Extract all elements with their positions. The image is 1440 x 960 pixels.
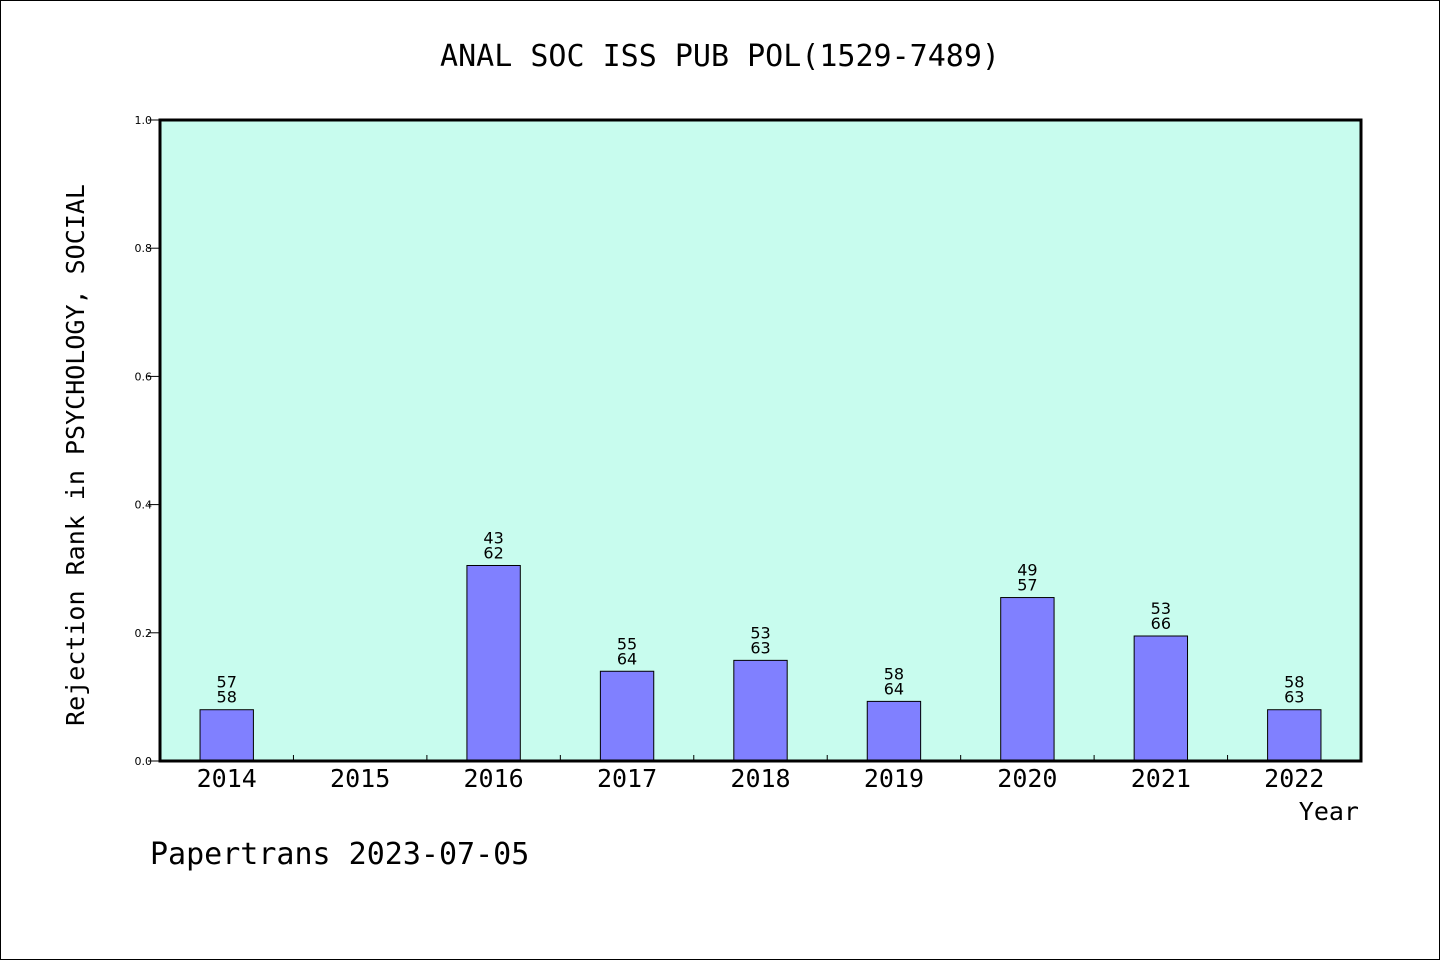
bar-label-top: 53 xyxy=(1151,599,1171,618)
x-tick-label: 2019 xyxy=(864,764,924,793)
x-tick-label: 2014 xyxy=(197,764,257,793)
x-tick-label: 2020 xyxy=(997,764,1057,793)
bar-label-bottom: 63 xyxy=(750,638,770,657)
y-axis-label: Rejection Rank in PSYCHOLOGY, SOCIAL xyxy=(61,184,90,726)
bar-label-bottom: 64 xyxy=(884,679,904,698)
bar-label-top: 55 xyxy=(617,634,637,653)
bar xyxy=(199,709,254,762)
x-tick-label: 2015 xyxy=(330,764,390,793)
bar-label-bottom: 66 xyxy=(1151,614,1171,633)
bar-label-top: 53 xyxy=(750,623,770,642)
bar xyxy=(866,700,922,762)
bar xyxy=(733,659,788,762)
bar-label-bottom: 58 xyxy=(217,688,237,707)
y-axis-ticks: 0.0 0.2 0.4 0.6 0.8 1.0 xyxy=(135,114,160,768)
y-tick-label: 0.8 xyxy=(135,242,153,255)
bar xyxy=(1267,709,1322,762)
chart-title: ANAL SOC ISS PUB POL(1529-7489) xyxy=(440,39,1000,74)
bar-label-bottom: 64 xyxy=(617,649,637,668)
y-tick-label: 0.0 xyxy=(135,755,153,768)
bar-label-top: 57 xyxy=(217,673,237,692)
footer-text: Papertrans 2023-07-05 xyxy=(150,837,529,872)
plot-border xyxy=(158,118,1363,763)
bar-label-top: 58 xyxy=(1284,673,1304,692)
y-tick-label: 1.0 xyxy=(135,114,153,127)
x-tick-label: 2018 xyxy=(730,764,790,793)
bar-label-bottom: 62 xyxy=(483,543,503,562)
bar xyxy=(466,564,521,762)
x-tick-label: 2016 xyxy=(464,764,524,793)
bar-label-top: 58 xyxy=(884,664,904,683)
y-tick-label: 0.2 xyxy=(135,627,153,640)
x-tick-label: 2021 xyxy=(1131,764,1191,793)
y-tick-label: 0.4 xyxy=(135,499,153,512)
x-axis-ticks: 2014 2015 2016 2017 2018 2019 2020 2021 2022 xyxy=(197,755,1324,793)
x-tick-label: 2017 xyxy=(597,764,657,793)
bar-label-top: 43 xyxy=(483,528,503,547)
bar-label-bottom: 63 xyxy=(1284,688,1304,707)
bar xyxy=(599,670,655,762)
y-tick-label: 0.6 xyxy=(135,370,153,383)
bar-label-top: 49 xyxy=(1017,561,1037,580)
x-axis-label: Year xyxy=(1299,797,1359,826)
bar xyxy=(1000,597,1055,762)
bar xyxy=(1133,635,1189,762)
bar-label-bottom: 57 xyxy=(1017,576,1037,595)
x-tick-label: 2022 xyxy=(1264,764,1324,793)
